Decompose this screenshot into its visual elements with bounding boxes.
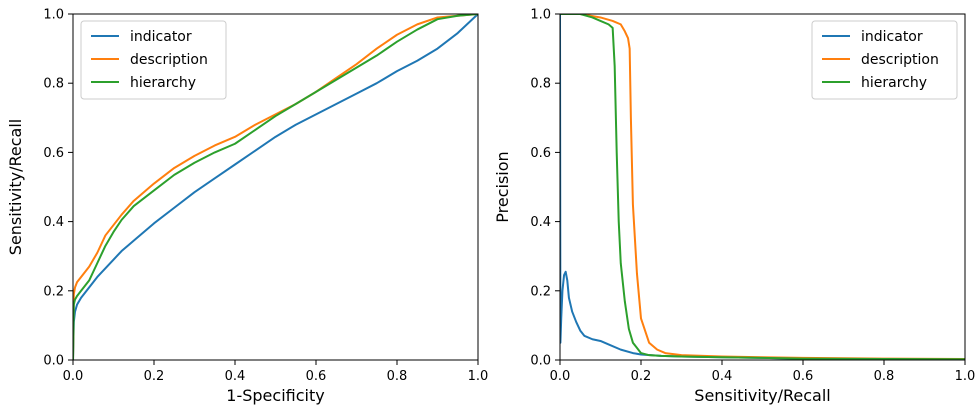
roc-y-tick-label: 0.2 xyxy=(43,284,64,299)
roc-series-line-description xyxy=(73,14,478,360)
pr-series-line-hierarchy xyxy=(560,14,965,360)
pr-axes-frame xyxy=(559,13,966,361)
pr-x-tick-label: 0.8 xyxy=(874,369,895,384)
roc-series-group xyxy=(73,14,478,360)
pr-series-group xyxy=(560,14,965,360)
roc-legend-label-indicator: indicator xyxy=(130,29,192,45)
pr-y-tick-label: 0.0 xyxy=(530,354,551,369)
roc-y-tick-label: 1.0 xyxy=(43,8,64,23)
pr-y-tick-label: 1.0 xyxy=(530,8,551,23)
roc-y-tick-label: 0.8 xyxy=(43,77,64,92)
pr-x-tick-label: 1.0 xyxy=(955,369,976,384)
roc-legend-label-hierarchy: hierarchy xyxy=(130,75,196,91)
roc-series-line-hierarchy xyxy=(73,14,478,360)
roc-x-tick-label: 0.6 xyxy=(306,369,327,384)
roc-y-tick-label: 0.6 xyxy=(43,146,64,161)
pr-legend: indicator description hierarchy xyxy=(811,20,958,100)
roc-x-tick-label: 0.0 xyxy=(63,369,84,384)
pr-y-tick-label: 0.8 xyxy=(530,77,551,92)
roc-x-tick-label: 1.0 xyxy=(468,369,489,384)
pr-x-tick-label: 0.0 xyxy=(550,369,571,384)
roc-y-tick-label: 0.0 xyxy=(43,354,64,369)
pr-y-axis-label: Precision xyxy=(493,151,512,222)
roc-x-tick-label: 0.8 xyxy=(387,369,408,384)
pr-panel: 0.0 0.2 0.4 0.6 0.8 1.0 0.0 0.2 0.4 0.6 0.8 1.0 Sens… xyxy=(493,8,975,406)
pr-x-tick-label: 0.4 xyxy=(712,369,733,384)
roc-panel: 0.0 0.2 0.4 0.6 0.8 1.0 0.0 0.2 0.4 0.6 0.8 1.0 1-Sp… xyxy=(6,8,488,406)
pr-y-tick-label: 0.4 xyxy=(530,215,551,230)
pr-y-tick-label: 0.2 xyxy=(530,284,551,299)
roc-x-tick-label: 0.2 xyxy=(144,369,165,384)
pr-legend-label-hierarchy: hierarchy xyxy=(861,75,927,91)
roc-axes-frame xyxy=(72,13,479,361)
roc-x-tick-label: 0.4 xyxy=(225,369,246,384)
pr-x-axis-label: Sensitivity/Recall xyxy=(694,386,830,405)
roc-series-line-indicator xyxy=(73,14,478,360)
roc-y-axis-label: Sensitivity/Recall xyxy=(6,119,25,255)
roc-legend: indicator description hierarchy xyxy=(80,20,227,100)
pr-y-tick-label: 0.6 xyxy=(530,146,551,161)
pr-x-tick-label: 0.2 xyxy=(631,369,652,384)
roc-y-tick-label: 0.4 xyxy=(43,215,64,230)
roc-legend-label-description: description xyxy=(130,52,208,68)
pr-legend-label-description: description xyxy=(861,52,939,68)
pr-legend-label-indicator: indicator xyxy=(861,29,923,45)
pr-x-tick-label: 0.6 xyxy=(793,369,814,384)
roc-x-axis-label: 1-Specificity xyxy=(226,386,324,405)
